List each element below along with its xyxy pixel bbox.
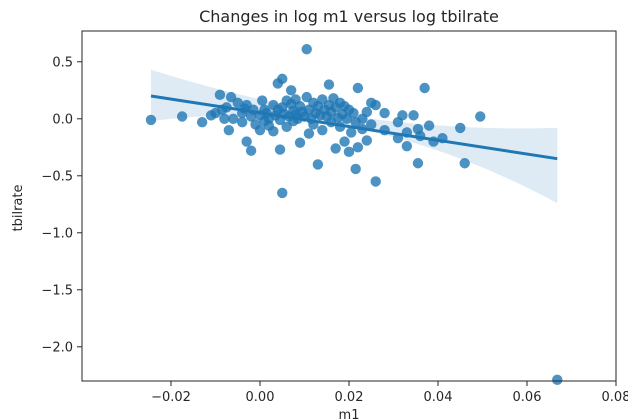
y-tick-label: 0.5: [52, 55, 73, 70]
data-point: [401, 140, 413, 152]
data-point: [330, 143, 341, 154]
data-point: [245, 145, 257, 156]
data-point: [237, 117, 248, 128]
plot-area: [145, 44, 563, 386]
data-point: [277, 73, 288, 85]
data-point: [301, 44, 312, 55]
y-tick-label: −1.0: [41, 226, 73, 241]
data-point: [455, 122, 466, 134]
data-point: [285, 85, 297, 96]
data-point: [214, 89, 226, 101]
data-point: [176, 111, 188, 122]
data-point: [419, 82, 430, 94]
data-point: [361, 106, 372, 118]
data-point: [312, 159, 324, 170]
data-point: [423, 120, 435, 131]
data-point: [370, 99, 381, 111]
data-point: [379, 107, 390, 119]
data-point: [228, 113, 239, 124]
data-point: [352, 82, 364, 94]
data-point: [196, 117, 208, 128]
data-point: [348, 107, 359, 119]
data-point: [317, 124, 328, 136]
data-point: [350, 163, 361, 175]
x-tick-label: 0.08: [602, 390, 628, 405]
axes: −0.02 0.00 0.02 0.04 0.06 0.08 0.5 0.0 −0.5 −1.0 −…: [41, 30, 628, 405]
y-tick-label: −0.5: [41, 169, 73, 184]
y-tick-label: −1.5: [41, 283, 73, 298]
data-point: [323, 79, 335, 90]
x-tick-label: 0.00: [246, 390, 275, 405]
data-point: [370, 176, 381, 187]
y-tick-label: −2.0: [41, 340, 73, 355]
chart-title: Changes in log m1 versus log tbilrate: [199, 7, 499, 26]
data-point: [552, 374, 563, 386]
data-point: [223, 124, 235, 136]
data-point: [145, 114, 157, 126]
x-axis-label: m1: [339, 408, 360, 419]
data-point: [408, 110, 419, 121]
data-point: [339, 136, 350, 147]
y-tick-label: 0.0: [52, 112, 73, 127]
data-point: [361, 135, 372, 146]
data-point: [241, 136, 252, 147]
y-axis-label: tbilrate: [11, 185, 26, 232]
data-point: [274, 144, 286, 155]
data-point: [268, 126, 279, 137]
data-point: [343, 146, 355, 158]
regression-line: [150, 94, 558, 161]
data-point: [346, 127, 357, 138]
data-point: [459, 158, 470, 169]
data-point: [352, 142, 364, 153]
x-tick-label: 0.06: [513, 390, 542, 405]
data-point: [294, 137, 306, 148]
data-point: [475, 111, 486, 122]
data-point: [397, 110, 408, 121]
x-tick-label: −0.02: [151, 390, 191, 405]
data-point: [277, 187, 288, 199]
confidence-band: [150, 69, 558, 204]
data-point: [219, 113, 230, 124]
x-tick-label: 0.04: [424, 390, 453, 405]
data-point: [257, 95, 268, 106]
x-tick-label: 0.02: [335, 390, 364, 405]
data-point: [254, 124, 266, 136]
data-point: [412, 158, 424, 169]
data-point: [303, 128, 315, 139]
data-point: [366, 119, 377, 130]
